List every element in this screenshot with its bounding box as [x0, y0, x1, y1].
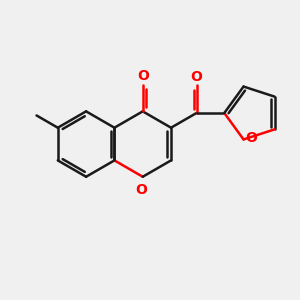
Text: O: O [245, 131, 257, 145]
Text: O: O [135, 183, 147, 197]
Text: O: O [137, 69, 149, 83]
Text: O: O [190, 70, 202, 84]
